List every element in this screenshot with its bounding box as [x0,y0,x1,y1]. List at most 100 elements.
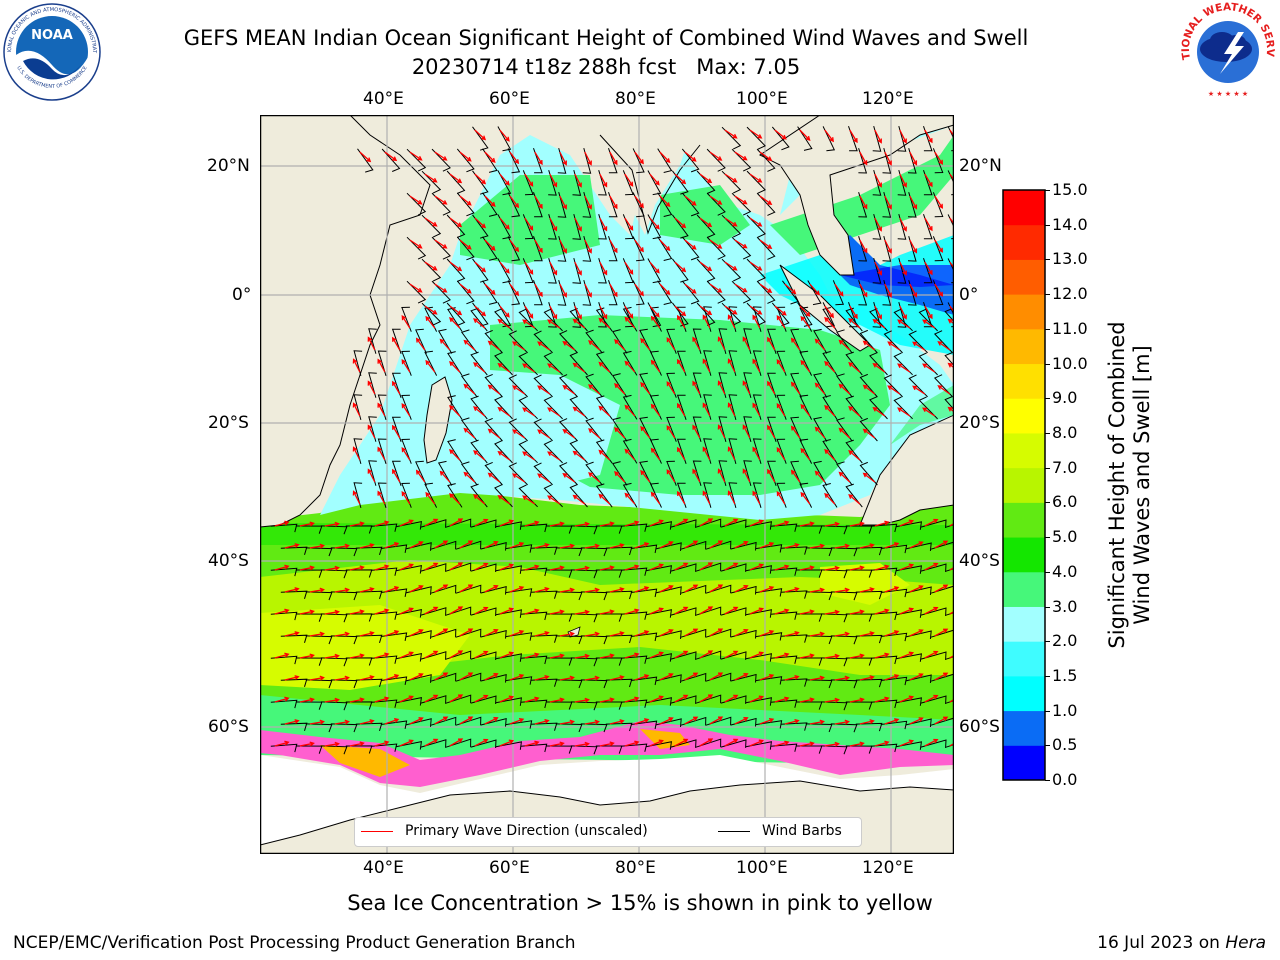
wave-arrow [324,565,340,571]
wave-arrow [702,490,711,505]
wave-arrow [424,694,439,703]
colorbar-tick-label: 4.0 [1052,561,1078,581]
wind-barb [895,741,922,750]
wave-arrow [634,630,650,637]
wave-arrow [934,540,949,549]
wave-arrow [899,261,907,276]
wave-arrow [692,380,701,395]
wave-arrow [399,739,414,747]
wave-arrow [634,151,644,165]
wind-barb [745,741,772,750]
wind-barb [780,678,808,687]
wave-arrow [724,173,738,183]
wave-arrow [599,217,608,232]
wave-arrow [409,585,424,593]
wind-barb [696,302,716,326]
wave-arrow [742,380,751,395]
wave-arrow [709,540,724,549]
wind-barb [415,328,427,354]
wind-barb [670,651,697,660]
lon-label-top-40: 40°E [363,89,404,109]
wind-barb [932,236,944,262]
wind-barb [805,679,833,689]
wave-arrow [409,629,424,637]
wind-barb [920,695,947,705]
wind-barb [893,308,913,332]
southeast-asia [759,115,954,276]
wave-arrow [559,239,567,254]
wave-arrow [359,543,375,549]
colorbar-tick-label: 15.0 [1052,180,1088,199]
wind-barb [752,482,762,508]
wind-barb [508,462,528,486]
wind-barb [930,673,954,682]
wind-barb [533,280,543,306]
wave-arrow [699,694,714,703]
wave-arrow [449,738,464,747]
lat-label-left-60s: 60°S [208,717,249,737]
wave-arrow [734,717,749,725]
wave-arrow [334,631,350,637]
wave-arrow [624,608,640,615]
wave-arrow [524,305,534,319]
wind-barb [870,611,898,621]
wave-arrow [924,650,939,659]
wave-arrow [377,490,386,505]
wave-arrow [449,449,461,461]
wave-arrow [599,741,615,747]
wave-arrow [884,195,892,210]
wave-arrow [824,316,836,329]
wave-arrow [824,565,840,571]
wave-arrow [909,717,924,725]
wind-barb [756,148,776,172]
wind-barb [446,258,466,282]
wind-barb [585,461,603,486]
wind-barb [355,634,383,644]
wave-arrow [424,305,438,315]
wind-barb [558,418,578,442]
colorbar-tick-mark [1045,502,1050,504]
wave-arrow [598,449,611,461]
wind-barb [705,628,732,638]
wave-arrow [434,716,449,725]
wave-arrow [324,697,340,703]
colorbar-segment [1003,710,1045,746]
wave-arrow [897,319,911,329]
wind-barb [470,351,488,376]
wave-arrow [399,695,414,703]
wave-arrow [834,283,844,297]
wind-barb [718,372,728,399]
wave-arrow [624,564,640,571]
wave-arrow [598,405,611,417]
wind-barb [330,679,358,689]
wind-barb [695,650,722,660]
wind-barb [585,373,603,398]
wind-barb [380,676,408,685]
wind-barb [381,148,401,172]
wave-arrow [574,741,590,747]
wind-barb [569,483,588,508]
wave-arrow [774,129,787,140]
wave-arrow [909,151,918,166]
wave-arrow [677,314,686,329]
wind-barb [920,519,947,529]
colorbar-segment [1003,363,1045,399]
wind-barb [855,722,883,732]
wind-barb [370,567,398,576]
wave-arrow [549,609,565,615]
wave-arrow [574,565,590,571]
wave-arrow [284,675,300,681]
wave-arrow [562,341,576,351]
wave-arrow [309,631,325,637]
wave-arrow [449,217,463,228]
wind-barb [380,632,408,641]
wave-arrow [922,407,936,417]
wave-arrow [415,337,426,351]
wave-arrow [474,694,489,703]
wave-arrow [824,653,840,659]
wind-barb [533,462,553,486]
wind-barb [507,148,521,174]
wave-arrow [409,717,424,725]
wind-barb [908,330,928,354]
sumatra [779,264,871,352]
